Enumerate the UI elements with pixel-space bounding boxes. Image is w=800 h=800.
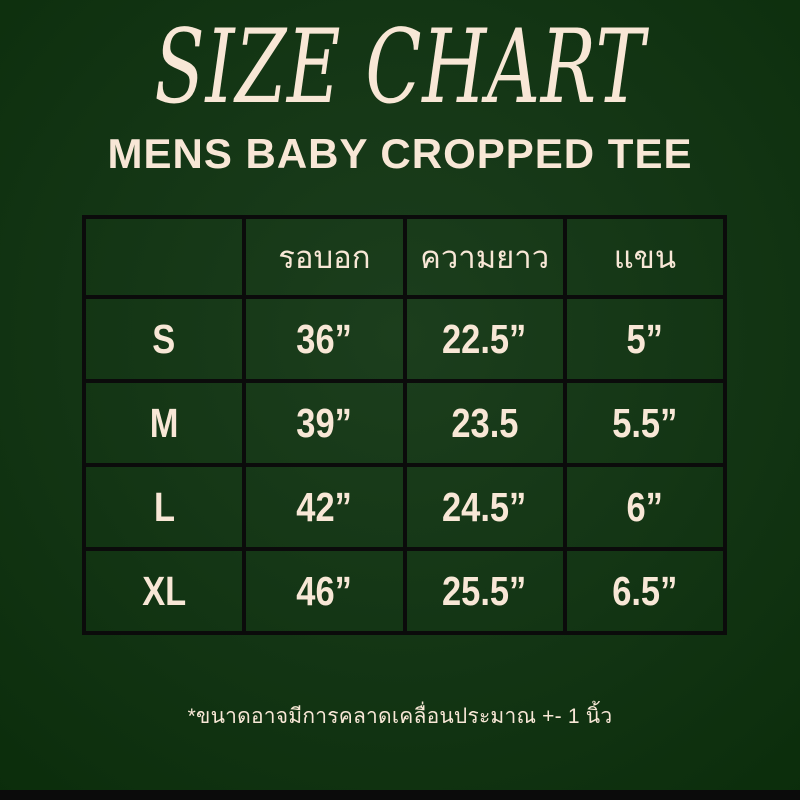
length-value: 22.5”	[442, 315, 527, 362]
chest-cell: 46”	[242, 547, 407, 635]
chest-value: 46”	[296, 567, 353, 614]
size-label: S	[152, 315, 176, 362]
length-value: 25.5”	[442, 567, 527, 614]
length-cell: 25.5”	[402, 547, 567, 635]
size-cell: S	[81, 295, 247, 383]
tolerance-footnote: *ขนาดอาจมีการคลาดเคลื่อนประมาณ +- 1 นิ้ว	[187, 705, 613, 728]
size-label: XL	[142, 567, 187, 614]
sleeve-cell: 6”	[562, 463, 728, 551]
length-cell: 23.5	[402, 379, 567, 467]
sleeve-cell: 5.5”	[562, 379, 728, 467]
chest-value: 42”	[296, 483, 353, 530]
header-cell-length: ความยาว	[402, 215, 567, 299]
header-cell-chest: รอบอก	[242, 215, 407, 299]
sleeve-value: 6.5”	[612, 567, 678, 614]
chest-value: 39”	[296, 399, 353, 446]
chest-cell: 42”	[242, 463, 407, 551]
size-label: L	[153, 483, 175, 530]
size-cell: M	[81, 379, 247, 467]
chest-value: 36”	[296, 315, 353, 362]
length-cell: 22.5”	[402, 295, 567, 383]
page-title: SIZE CHART	[0, 16, 800, 120]
chest-cell: 36”	[242, 295, 407, 383]
header-cell-size	[81, 215, 247, 299]
size-label: M	[149, 399, 179, 446]
length-value: 23.5	[451, 399, 519, 446]
sleeve-cell: 6.5”	[562, 547, 728, 635]
table-row-s: S 36” 22.5” 5”	[81, 295, 728, 383]
size-cell: L	[81, 463, 247, 551]
sleeve-value: 5”	[626, 315, 664, 362]
length-value: 24.5”	[442, 483, 527, 530]
size-cell: XL	[81, 547, 247, 635]
length-cell: 24.5”	[402, 463, 567, 551]
header-cell-sleeve: แขน	[562, 215, 728, 299]
chest-cell: 39”	[242, 379, 407, 467]
sleeve-cell: 5”	[562, 295, 728, 383]
table-row-l: L 42” 24.5” 6”	[81, 463, 728, 551]
product-name: MENS BABY CROPPED TEE	[107, 130, 693, 177]
size-table: รอบอก ความยาว แขน S 36” 22.5” 5” M 39” 2…	[81, 215, 728, 635]
page-title-text: SIZE CHART	[154, 8, 646, 127]
table-header-row: รอบอก ความยาว แขน	[81, 215, 728, 299]
sleeve-value: 6”	[626, 483, 664, 530]
sleeve-value: 5.5”	[612, 399, 678, 446]
bottom-letterbox-bar	[0, 790, 800, 800]
table-row-m: M 39” 23.5 5.5”	[81, 379, 728, 467]
table-row-xl: XL 46” 25.5” 6.5”	[81, 547, 728, 635]
